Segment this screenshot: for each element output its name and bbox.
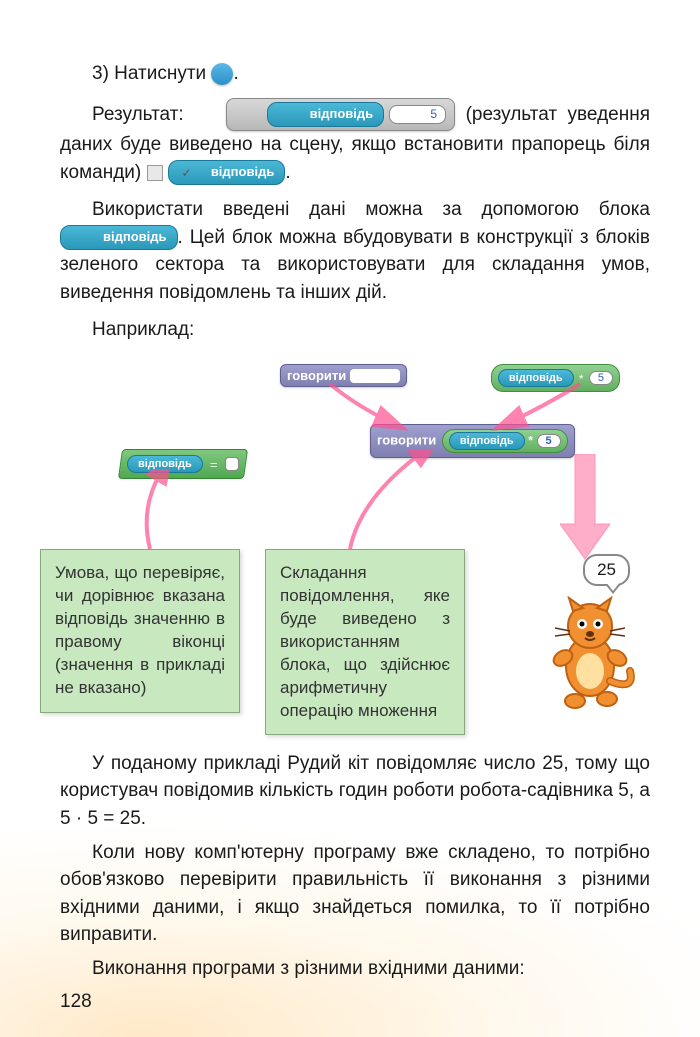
arrow-4 bbox=[330, 449, 450, 559]
say-label-2: говорити bbox=[377, 432, 436, 447]
say-label-1: говорити bbox=[287, 368, 346, 383]
say-slot bbox=[350, 369, 400, 383]
answer-display-block: відповідь 5 bbox=[226, 98, 455, 132]
cat-sprite bbox=[535, 596, 645, 716]
bottom-para-1: У поданому прикладі Рудий кіт повідомляє… bbox=[60, 750, 650, 833]
example-label: Наприклад: bbox=[60, 316, 650, 344]
checkmark-icon bbox=[211, 63, 233, 85]
speech-value: 25 bbox=[597, 560, 616, 579]
info-box-left: Умова, що перевіряє, чи дорівнює вказана… bbox=[40, 549, 240, 713]
speech-bubble: 25 bbox=[583, 554, 630, 586]
mult-block-top: відповідь * 5 bbox=[491, 364, 620, 392]
step-3-prefix: 3) Натиснути bbox=[92, 63, 211, 84]
eq-slot bbox=[225, 457, 239, 471]
info-box-right: Складання повідомлення, яке буде виведен… bbox=[265, 549, 465, 736]
mult-val-2: 5 bbox=[537, 434, 561, 448]
answer-pill-4: відповідь bbox=[498, 369, 574, 387]
answer-value: 5 bbox=[389, 105, 446, 124]
arrow-3 bbox=[120, 469, 200, 559]
bottom-para-3: Виконання програми з різними вхідними да… bbox=[60, 955, 650, 983]
use-text-1: Використати введені дані можна за допомо… bbox=[92, 199, 650, 220]
answer-pill-5: відповідь bbox=[449, 432, 525, 450]
page-content: 3) Натиснути . Результат: відповідь 5 (р… bbox=[0, 0, 700, 1018]
result-suffix: . bbox=[285, 162, 290, 183]
eq-block: відповідь = bbox=[118, 449, 248, 479]
big-down-arrow bbox=[560, 454, 610, 564]
answer-pill: відповідь bbox=[267, 102, 385, 127]
page-number: 128 bbox=[60, 991, 92, 1013]
use-paragraph: Використати введені дані можна за допомо… bbox=[60, 196, 650, 306]
say-block-top: говорити bbox=[280, 364, 407, 388]
answer-pill-6: відповідь bbox=[127, 455, 203, 473]
mult-val-1: 5 bbox=[589, 371, 613, 385]
say-combined-block: говорити відповідь * 5 bbox=[370, 424, 575, 458]
result-paragraph: Результат: відповідь 5 (результат уведен… bbox=[60, 98, 650, 187]
diagram-area: говорити відповідь * 5 говорити відповід… bbox=[60, 354, 650, 734]
step-3-line: 3) Натиснути . bbox=[60, 60, 650, 88]
eq-block-wrapper: відповідь = bbox=[120, 449, 246, 479]
checkbox-icon bbox=[147, 165, 163, 181]
answer-pill-3: відповідь bbox=[60, 225, 178, 250]
mult-inner: відповідь * 5 bbox=[442, 429, 568, 453]
bottom-para-2: Коли нову комп'ютерну програму вже склад… bbox=[60, 839, 650, 949]
result-label: Результат: bbox=[92, 103, 184, 124]
